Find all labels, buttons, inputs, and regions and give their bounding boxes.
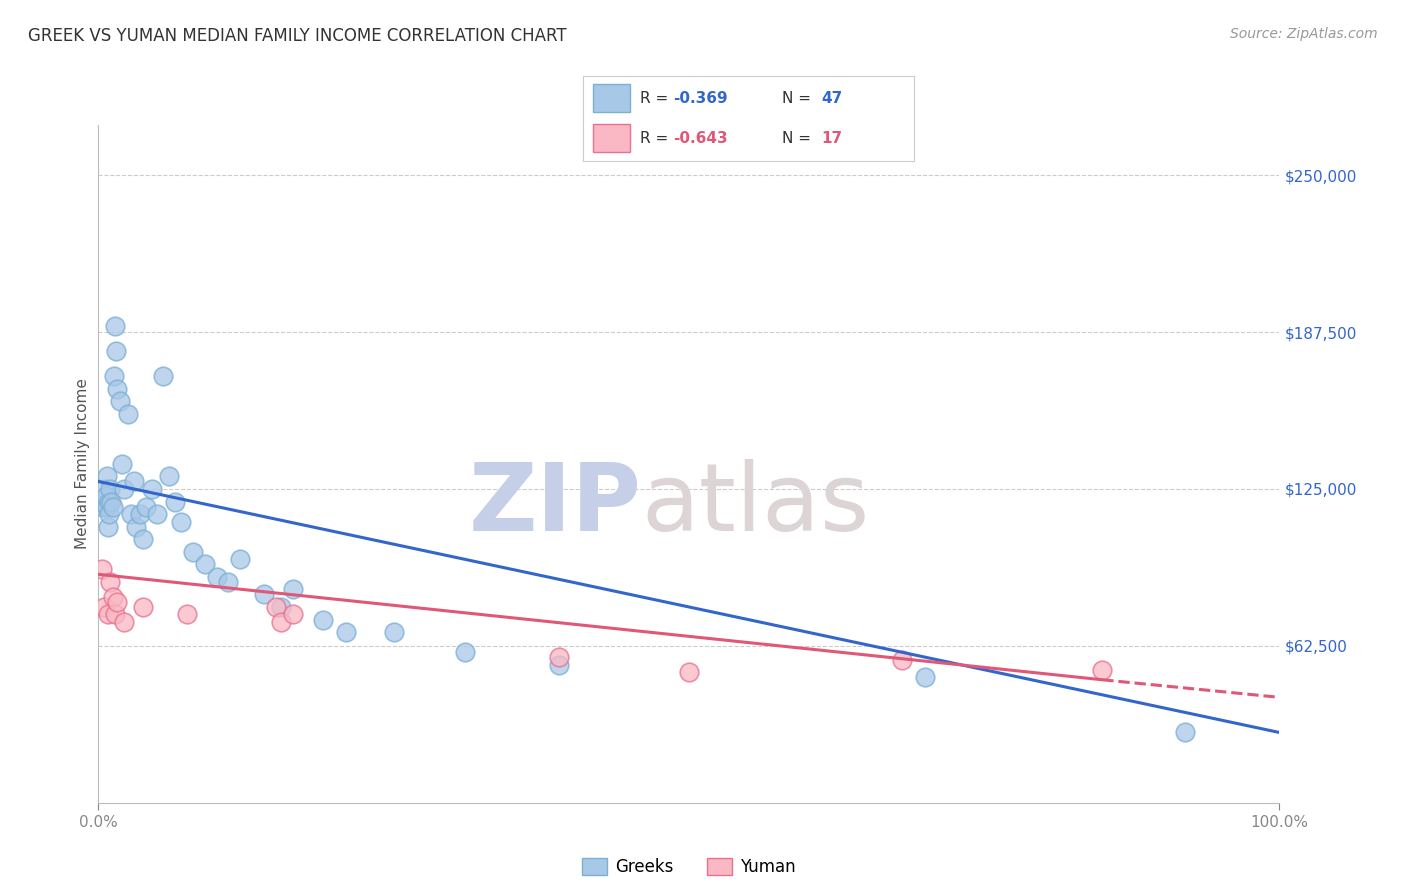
Point (548, 650, 571, 665)
Point (132, 532, 155, 546)
Point (264, 599, 287, 614)
Point (270, 615, 292, 629)
Point (194, 558, 217, 572)
Point (105, 382, 128, 396)
Point (170, 515, 193, 529)
Point (157, 469, 180, 483)
Point (117, 407, 139, 421)
Point (101, 500, 124, 514)
Point (253, 587, 276, 601)
Point (335, 625, 357, 640)
Text: GREEK VS YUMAN MEDIAN FAMILY INCOME CORRELATION CHART: GREEK VS YUMAN MEDIAN FAMILY INCOME CORR… (28, 27, 567, 45)
Text: atlas: atlas (641, 458, 870, 550)
Point (108, 394, 131, 409)
Point (135, 500, 157, 514)
Point (97, 607, 120, 622)
Point (229, 552, 252, 566)
Point (96, 500, 118, 514)
Point (125, 519, 148, 533)
Point (94, 490, 117, 504)
Point (98, 574, 121, 589)
Point (93, 599, 115, 614)
Text: N =: N = (782, 91, 815, 106)
Point (548, 657, 571, 672)
Point (104, 607, 127, 622)
Point (91, 494, 114, 508)
Point (270, 599, 292, 614)
Point (100, 494, 122, 508)
Point (312, 613, 335, 627)
Point (91, 562, 114, 576)
Point (205, 570, 228, 584)
Bar (593, 85, 630, 112)
Point (453, 645, 475, 659)
Point (1174, 725, 1197, 739)
Point (181, 545, 204, 559)
Point (112, 615, 135, 629)
Text: 47: 47 (821, 91, 842, 106)
Point (97, 519, 120, 533)
Point (121, 507, 143, 521)
Point (176, 607, 198, 622)
Point (104, 318, 127, 333)
Legend: Greeks, Yuman: Greeks, Yuman (575, 851, 803, 882)
Point (132, 599, 155, 614)
Point (283, 582, 305, 597)
Point (112, 482, 135, 496)
Bar (593, 124, 630, 152)
Text: Source: ZipAtlas.com: Source: ZipAtlas.com (1230, 27, 1378, 41)
Point (678, 665, 700, 680)
Text: N =: N = (782, 130, 815, 145)
Point (165, 494, 187, 508)
Point (91, 500, 114, 514)
Point (152, 368, 174, 383)
Point (98, 482, 121, 496)
Point (890, 653, 912, 667)
Text: 17: 17 (821, 130, 842, 145)
Y-axis label: Median Family Income: Median Family Income (75, 378, 90, 549)
Point (103, 368, 125, 383)
Point (98, 494, 121, 508)
Point (98, 507, 121, 521)
Text: R =: R = (640, 91, 673, 106)
Point (128, 507, 150, 521)
Text: R =: R = (640, 130, 673, 145)
Point (96, 469, 118, 483)
Point (122, 475, 145, 489)
Point (382, 625, 405, 640)
Point (101, 590, 124, 604)
Point (93, 482, 115, 496)
Point (111, 457, 134, 471)
Point (914, 670, 936, 684)
Text: -0.643: -0.643 (672, 130, 727, 145)
Text: -0.369: -0.369 (672, 91, 727, 106)
Text: ZIP: ZIP (468, 458, 641, 550)
Point (283, 607, 305, 622)
Point (105, 343, 128, 358)
Point (105, 595, 128, 609)
Point (217, 574, 239, 589)
Point (1091, 663, 1114, 677)
Point (146, 507, 169, 521)
Point (141, 482, 163, 496)
